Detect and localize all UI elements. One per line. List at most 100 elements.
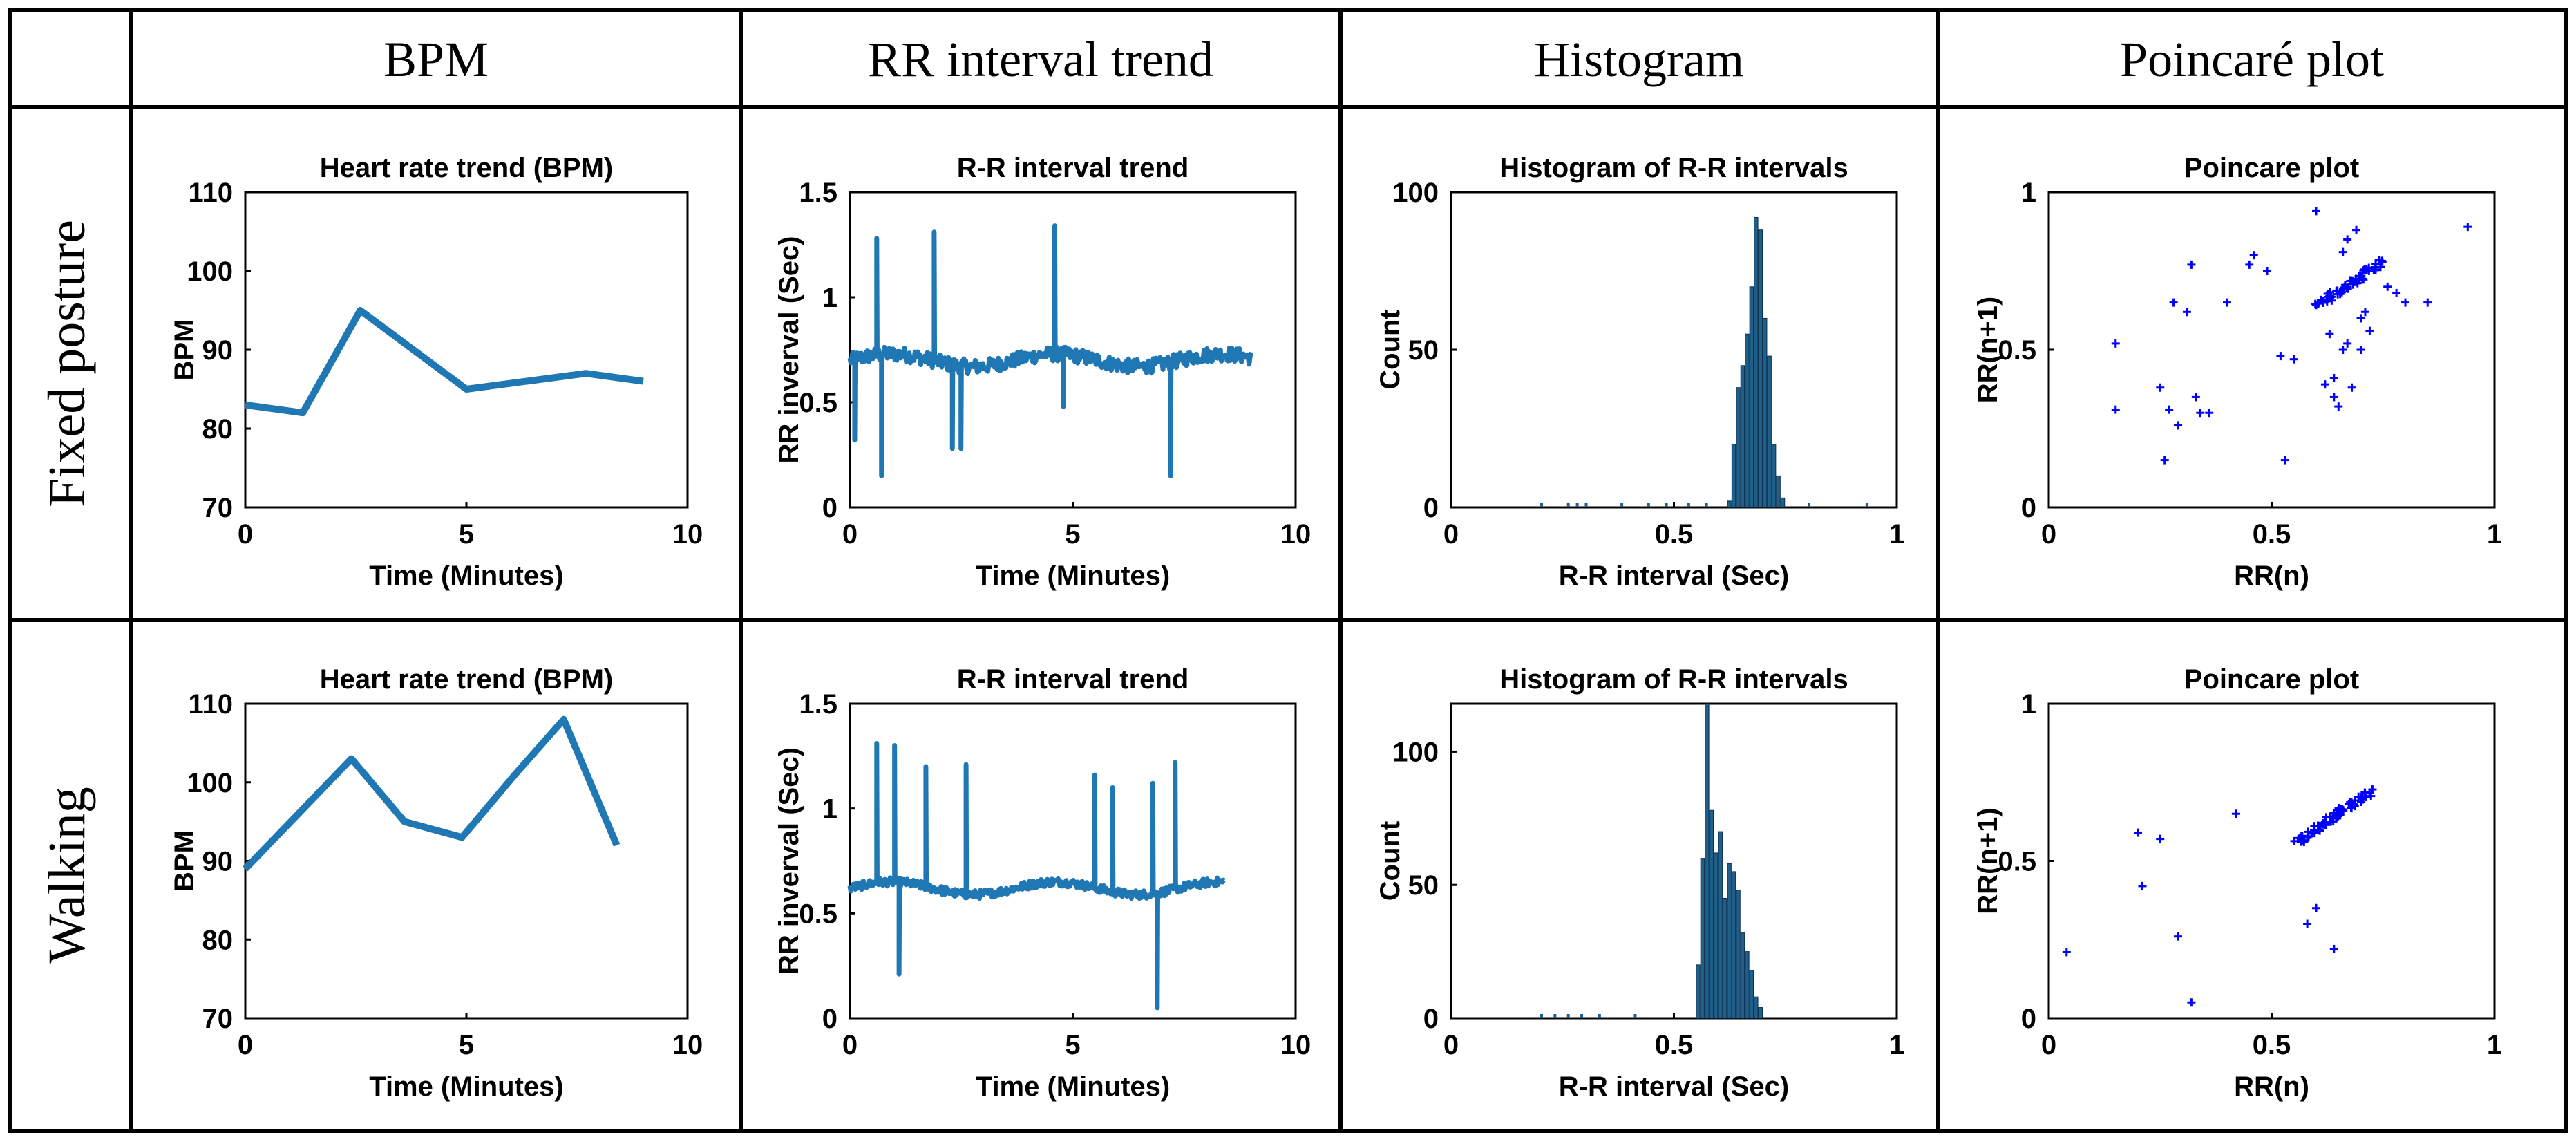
histogram-bar [1727, 863, 1732, 1019]
scatter-point [2245, 260, 2254, 269]
plot-title: Heart rate trend (BPM) [320, 664, 614, 695]
scatter-point [2156, 383, 2165, 392]
scatter-point [2280, 456, 2289, 465]
scatter-point [2356, 272, 2365, 281]
rr-trace [847, 741, 1227, 1011]
scatter-point [2187, 998, 2196, 1007]
y-tick-label: 1 [822, 794, 837, 825]
y-tick-label: 1.5 [799, 178, 837, 208]
x-tick-label: 0 [2041, 519, 2056, 550]
scatter-point [2338, 247, 2347, 256]
histogram-bar [1763, 317, 1768, 508]
y-tick-label: 70 [202, 493, 234, 523]
chart-walking-histogram: Histogram of R-R intervals R-R interval (… [1375, 664, 1904, 1102]
histogram-bar [1705, 503, 1708, 507]
x-tick-label: 1 [2487, 1030, 2502, 1060]
chart-walking-rr-trend: R-R interval trend Time (Minutes) RR inver… [774, 664, 1311, 1102]
scatter-point [2182, 308, 2191, 317]
y-axis-label: RR inverval (Sec) [774, 236, 804, 463]
scatter-point [2347, 383, 2356, 392]
histogram-bar [1714, 852, 1718, 1019]
x-axis-label: Time (Minutes) [976, 561, 1171, 591]
scatter-point [2343, 283, 2352, 292]
histogram-bar [1865, 503, 1868, 507]
histogram-bar [1749, 286, 1754, 508]
y-axis-label: RR(n+1) [1973, 807, 2003, 914]
scatter-point [2320, 380, 2329, 389]
histogram-bar [1700, 858, 1705, 1019]
x-axis-label: RR(n) [2234, 561, 2309, 591]
scatter-point [2333, 286, 2342, 295]
scatter-point [2319, 297, 2328, 306]
scatter-point [2325, 288, 2334, 297]
scatter-point [2423, 298, 2432, 307]
scatter-point [2325, 330, 2334, 339]
chart-fixed-bpm: Heart rate trend (BPM) Time (Minutes) BPM 0… [169, 153, 703, 591]
histogram-bar [1598, 1014, 1601, 1018]
y-axis-label: BPM [169, 830, 200, 892]
histogram-bar [1758, 229, 1763, 508]
axes-box [2047, 702, 2496, 1020]
histogram-bar [1566, 503, 1570, 507]
y-tick-label: 50 [1408, 870, 1439, 901]
scatter-point [2165, 405, 2174, 414]
y-tick-label: 80 [202, 414, 234, 444]
scatter-point [2352, 225, 2361, 234]
chart-walking-poincare: Poincare plot RR(n) RR(n+1) 0 0.5 1 0 0.5 1 [1973, 664, 2502, 1102]
histogram-bar [1754, 216, 1759, 508]
histogram-bar [1566, 1014, 1570, 1018]
x-axis-label: RR(n) [2234, 1071, 2309, 1102]
histogram-bar [1665, 503, 1668, 507]
chart-fixed-histogram: Histogram of R-R intervals R-R interval (… [1375, 153, 1904, 591]
y-tick-label: 1 [822, 283, 837, 313]
scatter-point [2343, 339, 2352, 348]
x-axis-label: Time (Minutes) [976, 1071, 1171, 1102]
histogram-bar [1718, 831, 1723, 1019]
scatter-point [2327, 292, 2336, 301]
histogram-bar [1780, 497, 1786, 508]
histogram-bar [1731, 871, 1736, 1019]
y-tick-label: 0.5 [799, 899, 837, 929]
y-tick-label: 0.5 [799, 388, 837, 418]
histogram-bar [1620, 503, 1624, 507]
scatter-point [2360, 265, 2369, 274]
histogram-bar [1575, 503, 1579, 507]
scatter-point [2356, 314, 2365, 323]
scatter-point [2169, 298, 2178, 307]
plot-title: Heart rate trend (BPM) [320, 153, 614, 183]
axes-box [1450, 191, 1898, 509]
chart-fixed-rr-trend: R-R interval trend Time (Minutes) RR inver… [774, 153, 1311, 591]
x-tick-label: 10 [1280, 519, 1311, 550]
histogram-bar [1540, 1014, 1543, 1018]
histogram-bar [1745, 951, 1750, 1019]
histogram-bar [1740, 365, 1745, 508]
scatter-point [2360, 308, 2369, 317]
scatter-point [2303, 919, 2312, 928]
x-tick-label: 0 [1443, 519, 1459, 550]
x-axis-label: R-R interval (Sec) [1559, 1071, 1789, 1102]
scatter-point [2392, 288, 2401, 297]
axes-box [244, 191, 689, 509]
chart-fixed-poincare: Poincare plot RR(n) RR(n+1) 0 0.5 1 0 0.5 1 [1973, 153, 2502, 591]
histogram-bar [1808, 503, 1810, 507]
histogram-bar [1553, 1014, 1557, 1018]
column-header-poincare: Poincaré plot [2120, 32, 2384, 87]
y-tick-label: 0.5 [1998, 847, 2036, 877]
scatter-point [2357, 794, 2366, 803]
x-tick-label: 0.5 [1655, 519, 1694, 550]
histogram-bar [1771, 444, 1777, 508]
scatter-point [2463, 223, 2472, 232]
histogram-bar [1696, 964, 1701, 1019]
histogram-bar [1722, 897, 1727, 1019]
x-axis-label: Time (Minutes) [369, 1071, 564, 1102]
y-tick-label: 1 [2021, 178, 2036, 208]
scatter-point [2329, 374, 2338, 383]
y-tick-label: 50 [1408, 335, 1439, 366]
axes-box [244, 702, 689, 1020]
y-tick-label: 0 [2021, 1004, 2036, 1034]
x-tick-label: 0.5 [2253, 519, 2291, 550]
histogram-bar [1758, 1007, 1763, 1019]
y-tick-label: 0 [1423, 493, 1439, 523]
histogram-bar [1736, 387, 1741, 508]
x-tick-label: 5 [1065, 1030, 1080, 1060]
